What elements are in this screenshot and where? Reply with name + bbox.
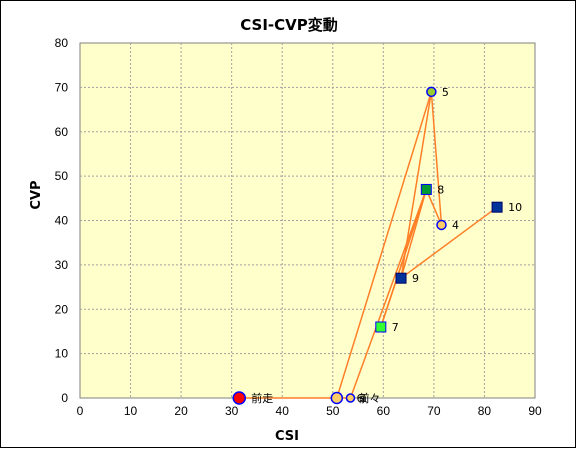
overlap-point-label: 前々: [358, 391, 380, 405]
data-point: [426, 86, 437, 98]
x-tick-label: 80: [478, 404, 492, 418]
point-label: 前走: [251, 391, 273, 405]
connector-line: [425, 189, 443, 226]
point-label: 8: [437, 183, 444, 196]
x-tick-label: 0: [77, 404, 84, 418]
x-tick-label: 60: [377, 404, 391, 418]
data-point: [436, 219, 447, 231]
x-tick-label: 70: [427, 404, 441, 418]
chart-title: CSI-CVP変動: [240, 16, 338, 34]
x-tick-label: 50: [326, 404, 340, 418]
x-tick-label: 40: [276, 404, 290, 418]
data-point: [420, 183, 432, 195]
connector-line: [336, 91, 433, 399]
x-tick-label: 90: [528, 404, 542, 418]
data-point: [232, 391, 246, 405]
x-tick-label: 30: [225, 404, 239, 418]
data-point: [330, 391, 344, 405]
y-tick-label: 20: [55, 302, 69, 316]
connector-line: [380, 189, 428, 328]
connector-line: [400, 91, 433, 279]
connector-line: [400, 206, 498, 279]
y-tick-label: 50: [55, 169, 69, 183]
data-point: [375, 321, 387, 333]
point-label: 5: [442, 86, 449, 99]
x-tick-label: 10: [124, 404, 138, 418]
point-label: 9: [412, 272, 419, 285]
data-point: [491, 201, 503, 213]
y-tick-label: 60: [55, 125, 69, 139]
data-point: [395, 272, 407, 284]
point-label: 7: [392, 321, 399, 334]
x-tick-label: 20: [174, 404, 188, 418]
data-point: [345, 393, 356, 403]
y-tick-label: 40: [55, 214, 69, 228]
point-label: 4: [452, 219, 459, 232]
y-axis-label: CVP: [29, 180, 44, 209]
y-tick-label: 0: [61, 391, 68, 405]
y-tick-label: 80: [55, 36, 69, 50]
y-tick-label: 70: [55, 80, 69, 94]
connector-line: [430, 91, 443, 225]
x-axis-label: CSI: [275, 429, 299, 444]
connector-line: [349, 189, 428, 399]
overlap-point-label: 6: [356, 392, 363, 405]
plot-area: [79, 42, 536, 399]
y-tick-label: 10: [55, 347, 69, 361]
overlap-point-label: 1: [360, 392, 367, 405]
y-tick-label: 30: [55, 258, 69, 272]
point-label: 10: [508, 201, 522, 214]
